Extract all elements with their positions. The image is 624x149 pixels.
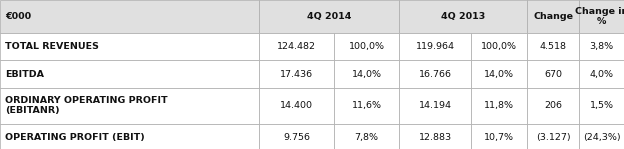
- Bar: [334, 124, 399, 149]
- Bar: [399, 0, 527, 33]
- Bar: [579, 60, 624, 88]
- Bar: [259, 124, 334, 149]
- Bar: [399, 88, 471, 124]
- Text: 7,8%: 7,8%: [354, 133, 379, 142]
- Text: €000: €000: [5, 12, 31, 21]
- Text: 4Q 2013: 4Q 2013: [441, 12, 485, 21]
- Bar: [579, 33, 624, 60]
- Text: 100,0%: 100,0%: [349, 42, 384, 51]
- Text: OPERATING PROFIT (EBIT): OPERATING PROFIT (EBIT): [5, 133, 145, 142]
- Text: 12.883: 12.883: [419, 133, 452, 142]
- Text: (24,3%): (24,3%): [583, 133, 620, 142]
- Text: 670: 670: [544, 70, 562, 79]
- Bar: [259, 60, 334, 88]
- Bar: [471, 60, 527, 88]
- Text: 124.482: 124.482: [277, 42, 316, 51]
- Text: 119.964: 119.964: [416, 42, 455, 51]
- Text: 14,0%: 14,0%: [484, 70, 514, 79]
- Text: Change: Change: [533, 12, 573, 21]
- Bar: [527, 88, 579, 124]
- Text: ORDINARY OPERATING PROFIT
(EBITANR): ORDINARY OPERATING PROFIT (EBITANR): [5, 96, 168, 115]
- Text: 11,8%: 11,8%: [484, 101, 514, 110]
- Text: 9.756: 9.756: [283, 133, 310, 142]
- Bar: [471, 124, 527, 149]
- Bar: [334, 33, 399, 60]
- Bar: [527, 60, 579, 88]
- Text: (3.127): (3.127): [536, 133, 570, 142]
- Text: 17.436: 17.436: [280, 70, 313, 79]
- Text: 14.400: 14.400: [280, 101, 313, 110]
- Bar: [399, 33, 471, 60]
- Bar: [579, 0, 624, 33]
- Text: 14.194: 14.194: [419, 101, 452, 110]
- Text: 14,0%: 14,0%: [351, 70, 382, 79]
- Bar: [0, 60, 259, 88]
- Text: 206: 206: [544, 101, 562, 110]
- Text: Change in
%: Change in %: [575, 7, 624, 26]
- Bar: [259, 0, 399, 33]
- Text: 100,0%: 100,0%: [481, 42, 517, 51]
- Bar: [527, 124, 579, 149]
- Text: EBITDA: EBITDA: [5, 70, 44, 79]
- Bar: [579, 88, 624, 124]
- Bar: [0, 33, 259, 60]
- Text: TOTAL REVENUES: TOTAL REVENUES: [5, 42, 99, 51]
- Bar: [259, 88, 334, 124]
- Bar: [0, 124, 259, 149]
- Text: 1,5%: 1,5%: [590, 101, 613, 110]
- Text: 16.766: 16.766: [419, 70, 452, 79]
- Text: 3,8%: 3,8%: [590, 42, 613, 51]
- Bar: [0, 88, 259, 124]
- Bar: [527, 33, 579, 60]
- Bar: [399, 60, 471, 88]
- Text: 10,7%: 10,7%: [484, 133, 514, 142]
- Bar: [527, 0, 579, 33]
- Bar: [0, 0, 259, 33]
- Text: 4,0%: 4,0%: [590, 70, 613, 79]
- Bar: [259, 33, 334, 60]
- Text: 4.518: 4.518: [540, 42, 567, 51]
- Bar: [334, 60, 399, 88]
- Bar: [399, 124, 471, 149]
- Text: 11,6%: 11,6%: [351, 101, 382, 110]
- Bar: [471, 88, 527, 124]
- Bar: [579, 124, 624, 149]
- Bar: [471, 33, 527, 60]
- Text: 4Q 2014: 4Q 2014: [307, 12, 351, 21]
- Bar: [334, 88, 399, 124]
